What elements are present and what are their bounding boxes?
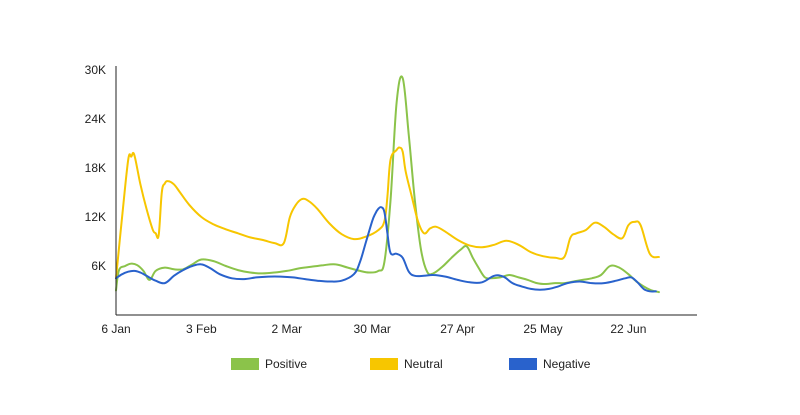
legend-swatch-neutral	[370, 358, 398, 370]
x-tick-label-27-apr: 27 Apr	[440, 322, 475, 336]
y-axis-ticks: 6K 12K 18K 24K 30K	[85, 63, 106, 273]
legend-label-negative: Negative	[543, 357, 591, 371]
series-line-neutral	[115, 146, 660, 280]
y-tick-label-6k: 6K	[91, 259, 106, 273]
x-tick-label-25-may: 25 May	[523, 322, 562, 336]
series-lines	[115, 75, 660, 294]
x-axis-ticks: 6 Jan 3 Feb 2 Mar 30 Mar 27 Apr 25 May 2…	[101, 322, 646, 336]
y-tick-label-18k: 18K	[85, 161, 106, 175]
legend-label-positive: Positive	[265, 357, 307, 371]
x-tick-label-6-jan: 6 Jan	[101, 322, 130, 336]
series-line-negative	[115, 206, 657, 293]
x-tick-label-2-mar: 2 Mar	[271, 322, 302, 336]
y-tick-label-12k: 12K	[85, 210, 106, 224]
y-tick-label-24k: 24K	[85, 112, 106, 126]
x-tick-label-3-feb: 3 Feb	[186, 322, 217, 336]
legend: Positive Neutral Negative	[231, 357, 591, 371]
y-tick-label-30k: 30K	[85, 63, 106, 77]
legend-swatch-positive	[231, 358, 259, 370]
x-tick-label-30-mar: 30 Mar	[354, 322, 391, 336]
x-tick-label-22-jun: 22 Jun	[610, 322, 646, 336]
legend-label-neutral: Neutral	[404, 357, 443, 371]
legend-swatch-negative	[509, 358, 537, 370]
